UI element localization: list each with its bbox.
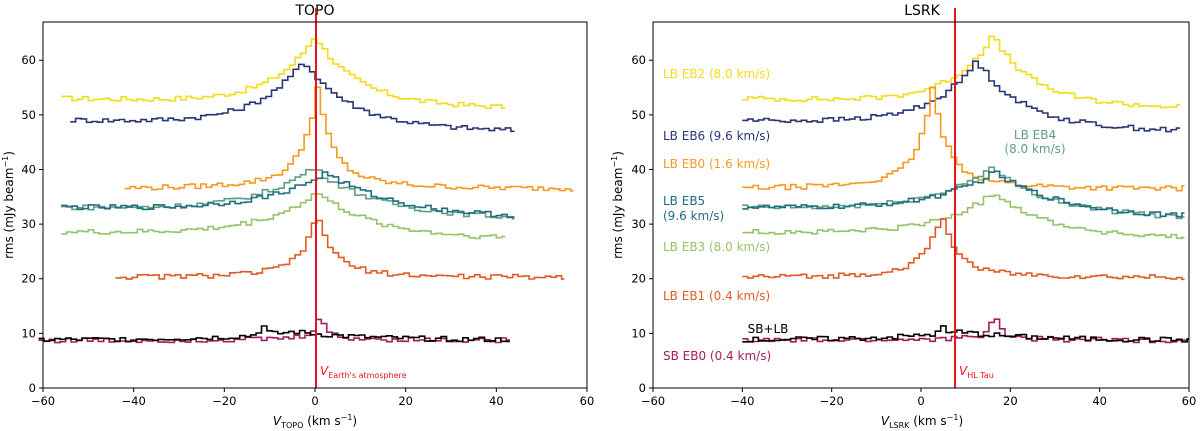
label-lb-eb3: LB EB3 (8.0 km/s) [663,240,770,254]
y-axis-label: rms (mJy beam−1) [1,151,16,259]
x-tick-label: −60 [31,394,55,408]
label-lb-eb6: LB EB6 (9.6 km/s) [663,129,770,143]
series-line-lb-eb2 [61,38,506,110]
chart-title: LSRK [904,3,940,19]
x-tick-label: −60 [641,394,665,408]
x-axis-label: VLSRK (km s−1) [881,413,963,430]
x-tick-label: 20 [398,394,413,408]
y-tick-label: 50 [21,108,36,122]
label-lb-eb5: LB EB5 [663,194,705,208]
series-group [742,35,1189,344]
y-tick-label: 40 [631,162,646,176]
y-axis-label: rms (mJy beam−1) [610,151,625,259]
x-tick-label: 0 [917,394,924,408]
panel-lsrk: LSRK VHL Tau −60 −40 −20 0 20 40 60 0 10 20 30 40 50… [610,3,1196,430]
series-line-lb-eb2 [742,35,1181,109]
series-line-lb-eb4 [742,166,1185,220]
series-line-lb-eb6 [70,63,515,133]
y-tick-label: 20 [21,272,36,286]
x-axis-label: VTOPO (km s−1) [273,413,357,430]
vline-label: VHL Tau [959,364,994,380]
axis-ticks: −60 −40 −20 0 20 40 60 0 10 20 30 40 50 60 [631,53,1196,408]
label-lb-eb2: LB EB2 (8.0 km/s) [663,67,770,81]
chart-title: TOPO [294,3,334,19]
label-sb-lb: SB+LB [748,322,789,336]
y-tick-label: 0 [639,381,646,395]
series-line-lb-eb0 [124,86,574,192]
series-line-lb-eb5 [61,171,515,219]
y-tick-label: 20 [631,272,646,286]
series-line-lb-eb5 [742,170,1185,218]
y-tick-label: 30 [631,217,646,231]
series-line-lb-eb3 [61,193,506,240]
x-tick-label: 60 [1182,394,1197,408]
series-line-sb-lb [38,325,510,343]
series-line-lb-eb1 [115,219,565,280]
label-lb-eb5-speed: (9.6 km/s) [663,209,724,223]
label-lb-eb4-speed: (8.0 km/s) [1004,142,1065,156]
y-tick-label: 40 [21,162,36,176]
axis-ticks: −60 −40 −20 0 20 40 60 0 10 20 30 40 50 60 [21,53,594,408]
y-tick-label: 10 [21,326,36,340]
x-tick-label: 40 [489,394,504,408]
y-tick-label: 30 [21,217,36,231]
vline-label: VEarth's atmosphere [320,364,407,380]
series-line-lb-eb0 [742,86,1185,192]
series-line-sb-lb [742,325,1189,343]
series-group [38,38,574,344]
series-line-lb-eb3 [742,194,1185,240]
x-tick-label: −40 [730,394,754,408]
label-lb-eb1: LB EB1 (0.4 km/s) [663,289,770,303]
x-tick-label: 20 [1003,394,1018,408]
x-tick-label: 60 [580,394,595,408]
label-sb-eb0: SB EB0 (0.4 km/s) [663,349,771,363]
x-tick-label: −20 [820,394,844,408]
series-line-sb-eb0 [742,318,1189,344]
label-lb-eb4: LB EB4 [1014,128,1056,142]
y-tick-label: 50 [631,108,646,122]
x-tick-label: −40 [122,394,146,408]
y-tick-label: 60 [631,53,646,67]
series-labels: LB EB2 (8.0 km/s) LB EB6 (9.6 km/s) LB E… [663,67,1066,363]
x-tick-label: −20 [212,394,236,408]
x-tick-label: 40 [1092,394,1107,408]
x-tick-label: 0 [311,394,318,408]
label-lb-eb0: LB EB0 (1.6 km/s) [663,157,770,171]
panel-topo: TOPO VEarth's atmosphere −60 −40 −20 0 20 40 6… [1,3,594,430]
y-tick-label: 0 [29,381,36,395]
series-line-lb-eb1 [742,218,1185,281]
y-tick-label: 10 [631,326,646,340]
y-tick-label: 60 [21,53,36,67]
series-line-lb-eb6 [742,60,1181,133]
